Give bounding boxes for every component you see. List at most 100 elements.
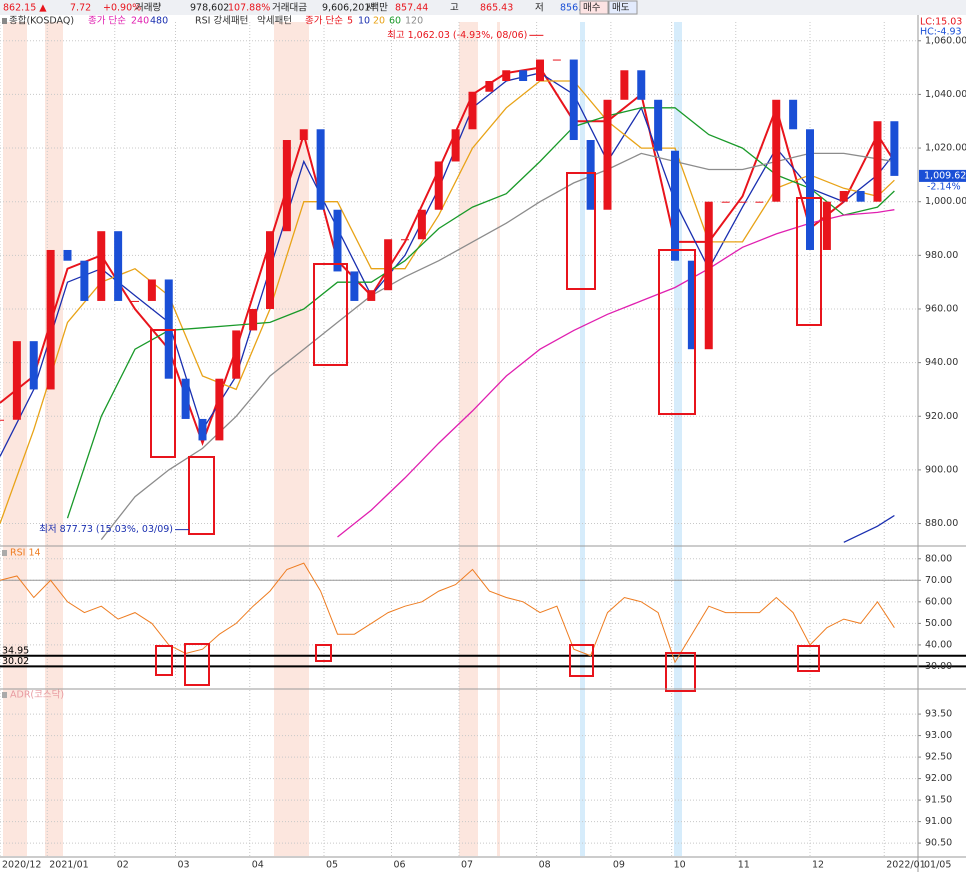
header-field: 865.43: [480, 3, 513, 14]
shaded-bands: [3, 22, 682, 856]
band: [497, 22, 500, 856]
candle: [232, 330, 241, 379]
plot-layer: [0, 22, 966, 856]
hc-label: HC:-4.93: [920, 27, 962, 38]
candle: [97, 231, 106, 301]
panel-title: ADR(코스닥): [10, 690, 64, 701]
threshold-label: 30.02: [2, 656, 29, 667]
high-annotation: 최고 1,062.03 (-4.93%, 08/06): [387, 30, 527, 41]
candle: [637, 70, 646, 100]
box: [315, 644, 332, 662]
candle: [333, 209, 342, 272]
header-field: 857.44: [395, 3, 428, 14]
order-button-label[interactable]: 매도: [612, 3, 630, 14]
header-field: 고: [450, 3, 459, 14]
candle: [401, 239, 409, 241]
candle: [198, 418, 207, 441]
candle: [434, 161, 443, 210]
order-button[interactable]: [579, 0, 609, 15]
y-tick-label: 91.50: [925, 795, 952, 806]
x-tick-label: 12: [812, 860, 824, 871]
y-tick-label: 40.00: [925, 639, 952, 650]
indicator-line: [0, 562, 895, 664]
candle: [620, 70, 629, 100]
box: [796, 197, 822, 326]
legend-entry: 480: [150, 16, 168, 27]
x-tick-label: 2020/12: [2, 860, 41, 871]
candle: [181, 378, 190, 419]
y-tick-label: 960.00: [925, 303, 958, 314]
box: [658, 249, 696, 415]
box: [313, 263, 348, 366]
candle: [350, 271, 359, 301]
x-tick-label: 2021/01: [49, 860, 88, 871]
legend-entry: 240: [131, 16, 149, 27]
header-field: 시: [366, 3, 375, 14]
y-tick-label: 1,040.00: [925, 89, 966, 100]
order-button-label[interactable]: 매수: [583, 3, 601, 14]
candle: [502, 70, 511, 82]
panel-icon: [2, 550, 7, 556]
y-tick-label: 980.00: [925, 250, 958, 261]
candle: [266, 231, 274, 309]
order-button[interactable]: [608, 0, 638, 15]
last-price-box: [919, 169, 966, 182]
box: [155, 645, 173, 676]
x-tick-label: 10: [674, 860, 686, 871]
y-tick-label: 92.00: [925, 773, 952, 784]
x-tick-label: 06: [394, 860, 406, 871]
header-field: 978,602: [190, 3, 229, 14]
candle: [0, 419, 4, 421]
y-tick-label: 50.00: [925, 618, 952, 629]
candle: [80, 260, 89, 301]
y-tick-label: 920.00: [925, 411, 958, 422]
y-tick-label: 30.00: [925, 661, 952, 672]
candle: [671, 150, 679, 261]
x-tick-label: 09: [613, 860, 625, 871]
candle: [249, 308, 258, 331]
header-field: 거래대금: [272, 3, 307, 14]
y-tick-label: 1,060.00: [925, 35, 966, 46]
y-tick-label: 1,000.00: [925, 196, 966, 207]
box: [569, 644, 594, 677]
candle: [586, 140, 595, 210]
header-field: 9,606,201백만: [322, 3, 388, 14]
header-bar: [0, 0, 966, 15]
x-tick-label: 03: [178, 860, 190, 871]
candle: [856, 190, 865, 202]
signal-boxes: [150, 172, 822, 692]
candle: [367, 290, 376, 301]
y-tick-label: 90.50: [925, 838, 952, 849]
header-field: 862.15 ▲: [3, 3, 47, 14]
legend-pattern: RSI 강세패턴: [195, 16, 248, 27]
candle: [485, 81, 494, 92]
candle: [536, 59, 544, 82]
candle: [772, 99, 781, 202]
x-tick-label: 11: [738, 860, 750, 871]
box: [566, 172, 596, 290]
threshold-label: 34.95: [2, 645, 29, 656]
moving-average: [66, 107, 895, 519]
candle: [738, 201, 747, 203]
legend-icon: [2, 18, 7, 24]
x-tick-label: 07: [461, 860, 473, 871]
candle: [806, 129, 814, 250]
legend-entry: 5: [347, 16, 353, 27]
candle: [721, 201, 730, 203]
header-field: 7.72: [70, 3, 91, 14]
candle: [873, 121, 882, 202]
candle: [316, 129, 325, 210]
last-change-label: -2.14%: [927, 181, 961, 192]
candle: [63, 249, 72, 261]
frame: [0, 15, 966, 872]
lc-label: LC:15.03: [920, 17, 962, 28]
candle: [603, 99, 612, 210]
candle: [12, 341, 21, 420]
band: [274, 22, 309, 856]
y-tick-label: 93.00: [925, 730, 952, 741]
candle: [46, 249, 55, 390]
header-field: +0.90%: [103, 3, 141, 14]
legend-entry: 10: [358, 16, 370, 27]
